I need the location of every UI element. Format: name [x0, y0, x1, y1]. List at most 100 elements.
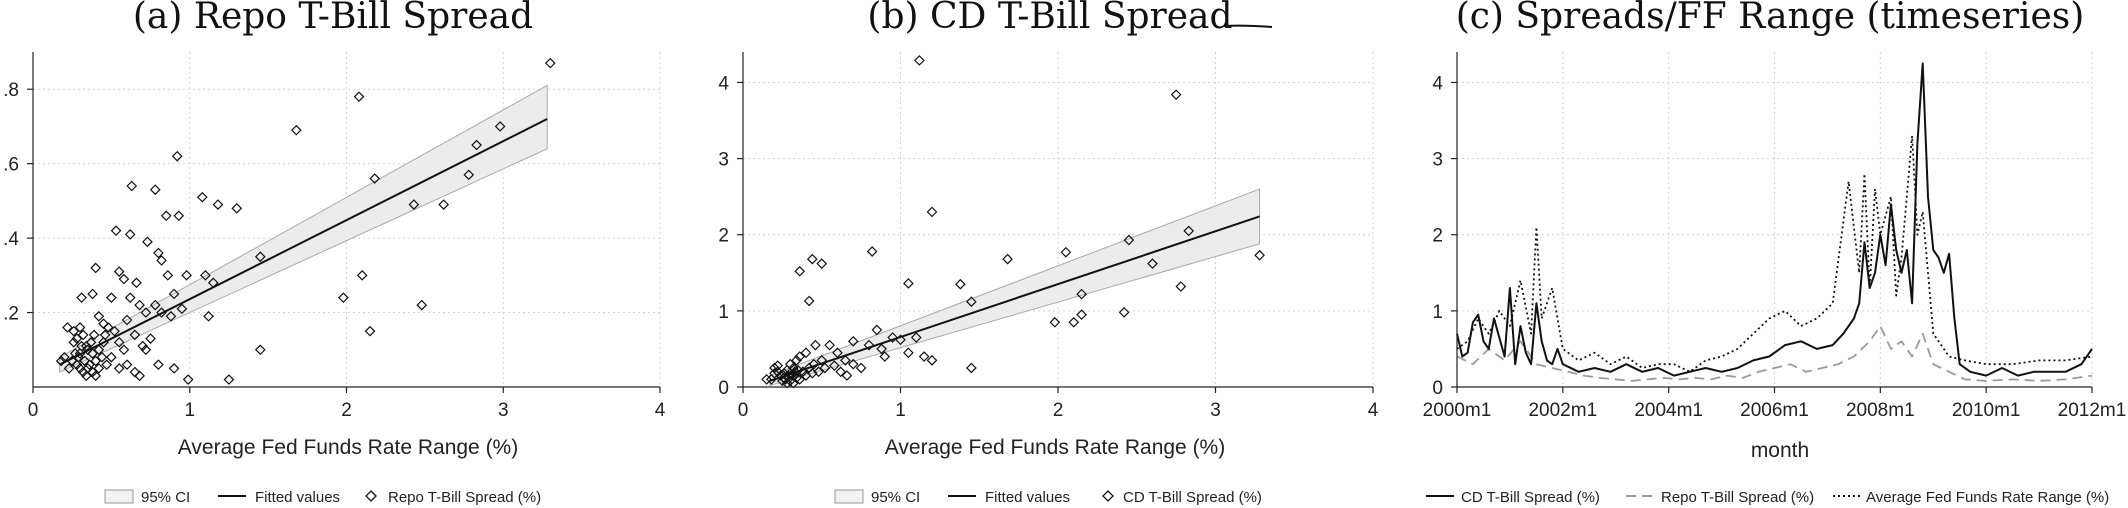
scatter-point [926, 355, 938, 366]
panel-a-fitted-line [59, 118, 548, 366]
x-tick-label: 4 [655, 400, 666, 421]
scatter-point [254, 344, 266, 356]
scatter-point [926, 206, 938, 218]
scatter-point [162, 269, 174, 281]
panel-b-xlabel: Average Fed Funds Rate Range (%) [885, 436, 1225, 459]
panel-a-legend-fit-label: Fitted values [255, 489, 340, 506]
ci-band [59, 84, 548, 373]
scatter-point [87, 348, 98, 359]
scatter-point [165, 310, 177, 322]
panel-c-legend-cd-label: CD T-Bill Spread (%) [1461, 489, 1600, 506]
scatter-point [113, 336, 125, 348]
scatter-point [79, 355, 91, 367]
x-tick-label: 3 [1210, 400, 1221, 421]
scatter-point [80, 370, 92, 382]
scatter-point [124, 292, 136, 304]
y-tick-label: 4 [1432, 73, 1443, 94]
scatter-point [463, 169, 475, 181]
scatter-point [93, 310, 105, 322]
panel-b: (b) CD T-Bill Spread 0 1 2 3 4 0 1 2 3 4 Average … [718, 0, 1378, 506]
scatter-point [149, 299, 161, 311]
panel-c-series-lines [1456, 62, 2093, 382]
scatter-point [149, 184, 161, 196]
scatter-point [794, 374, 806, 385]
scatter-point [772, 366, 783, 378]
scatter-point [207, 277, 219, 289]
scatter-point [168, 288, 180, 300]
scatter-point [140, 307, 152, 318]
scatter-point [203, 310, 214, 322]
scatter-point [781, 377, 793, 389]
scatter-point [1147, 258, 1158, 270]
scatter-point [121, 314, 133, 326]
scatter-point [231, 202, 243, 214]
scatter-point [803, 295, 815, 307]
scatter-point [832, 347, 843, 359]
scatter-point [1123, 234, 1135, 246]
y-tick-label: 3 [1432, 150, 1443, 171]
panel-a: (a) Repo T-Bill Spread 0 1 2 3 4 .2 .4 .6 .8 Ave… [3, 0, 666, 506]
scatter-point [338, 292, 349, 304]
scatter-point [408, 199, 420, 210]
y-tick-label: 2 [1432, 226, 1443, 247]
scatter-point [1076, 288, 1087, 300]
panel-a-xlabel: Average Fed Funds Rate Range (%) [178, 436, 518, 459]
x-tick-label: 2004m1 [1634, 400, 1703, 421]
scatter-point [142, 236, 153, 248]
panel-c-legend-ff-label: Average Fed Funds Rate Range (%) [1866, 489, 2109, 506]
scatter-point [153, 359, 164, 371]
x-tick-label: 0 [28, 400, 39, 421]
scatter-point [369, 173, 381, 184]
panel-c-xlabel: month [1751, 439, 1809, 462]
scatter-point [121, 359, 133, 371]
scatter-point [824, 339, 835, 351]
x-tick-label: 2010m1 [1952, 400, 2021, 421]
scatter-point [544, 57, 556, 69]
y-tick-label: 0 [1432, 378, 1443, 399]
y-tick-label: 3 [718, 150, 729, 171]
scatter-point [156, 307, 167, 318]
y-tick-label: .4 [3, 229, 19, 250]
scatter-point [766, 374, 777, 385]
scatter-point [124, 229, 136, 240]
scatter-point [903, 347, 914, 359]
scatter-point [55, 355, 67, 367]
panel-b-fitted-line [769, 215, 1260, 382]
scatter-point [212, 199, 224, 210]
y-tick-label: .2 [3, 304, 19, 325]
panel-c-axes: 2000m1 2002m1 2004m1 2006m1 2008m1 2010m1 2012… [1423, 52, 2126, 421]
scatter-point [810, 339, 821, 351]
scatter-point [153, 247, 164, 259]
scatter-point [131, 277, 142, 289]
panel-a-axes: 0 1 2 3 4 .2 .4 .6 .8 [3, 52, 666, 421]
scatter-point [438, 199, 450, 210]
panel-b-legend-point-swatch [1102, 490, 1114, 502]
scatter-point [1068, 316, 1080, 328]
scatter-point [62, 322, 73, 333]
x-tick-label: 2006m1 [1740, 400, 1809, 421]
scatter-point [129, 366, 141, 378]
scatter-point [847, 335, 859, 347]
scatter-point [134, 299, 145, 311]
scatter-point [118, 344, 130, 356]
scatter-point [68, 336, 80, 348]
scatter-point [1049, 316, 1061, 328]
scatter-point [895, 334, 906, 346]
scatter-point [69, 348, 81, 359]
scatter-point [90, 355, 102, 367]
panel-b-legend-point-label: CD T-Bill Spread (%) [1123, 489, 1262, 506]
scatter-point [855, 362, 867, 374]
scatter-point [113, 363, 125, 374]
x-tick-label: 2008m1 [1846, 400, 1915, 421]
panel-c: (c) Spreads/FF Range (timeseries) 2000m1… [1423, 0, 2127, 506]
scatter-point [66, 355, 78, 367]
scatter-point [866, 246, 878, 257]
scatter-point [106, 292, 117, 304]
y-tick-label: 1 [718, 302, 729, 323]
scatter-point [93, 344, 105, 356]
scatter-point [98, 318, 109, 330]
scatter-point [1254, 249, 1265, 261]
x-tick-label: 1 [895, 400, 906, 421]
scatter-point [74, 348, 86, 359]
